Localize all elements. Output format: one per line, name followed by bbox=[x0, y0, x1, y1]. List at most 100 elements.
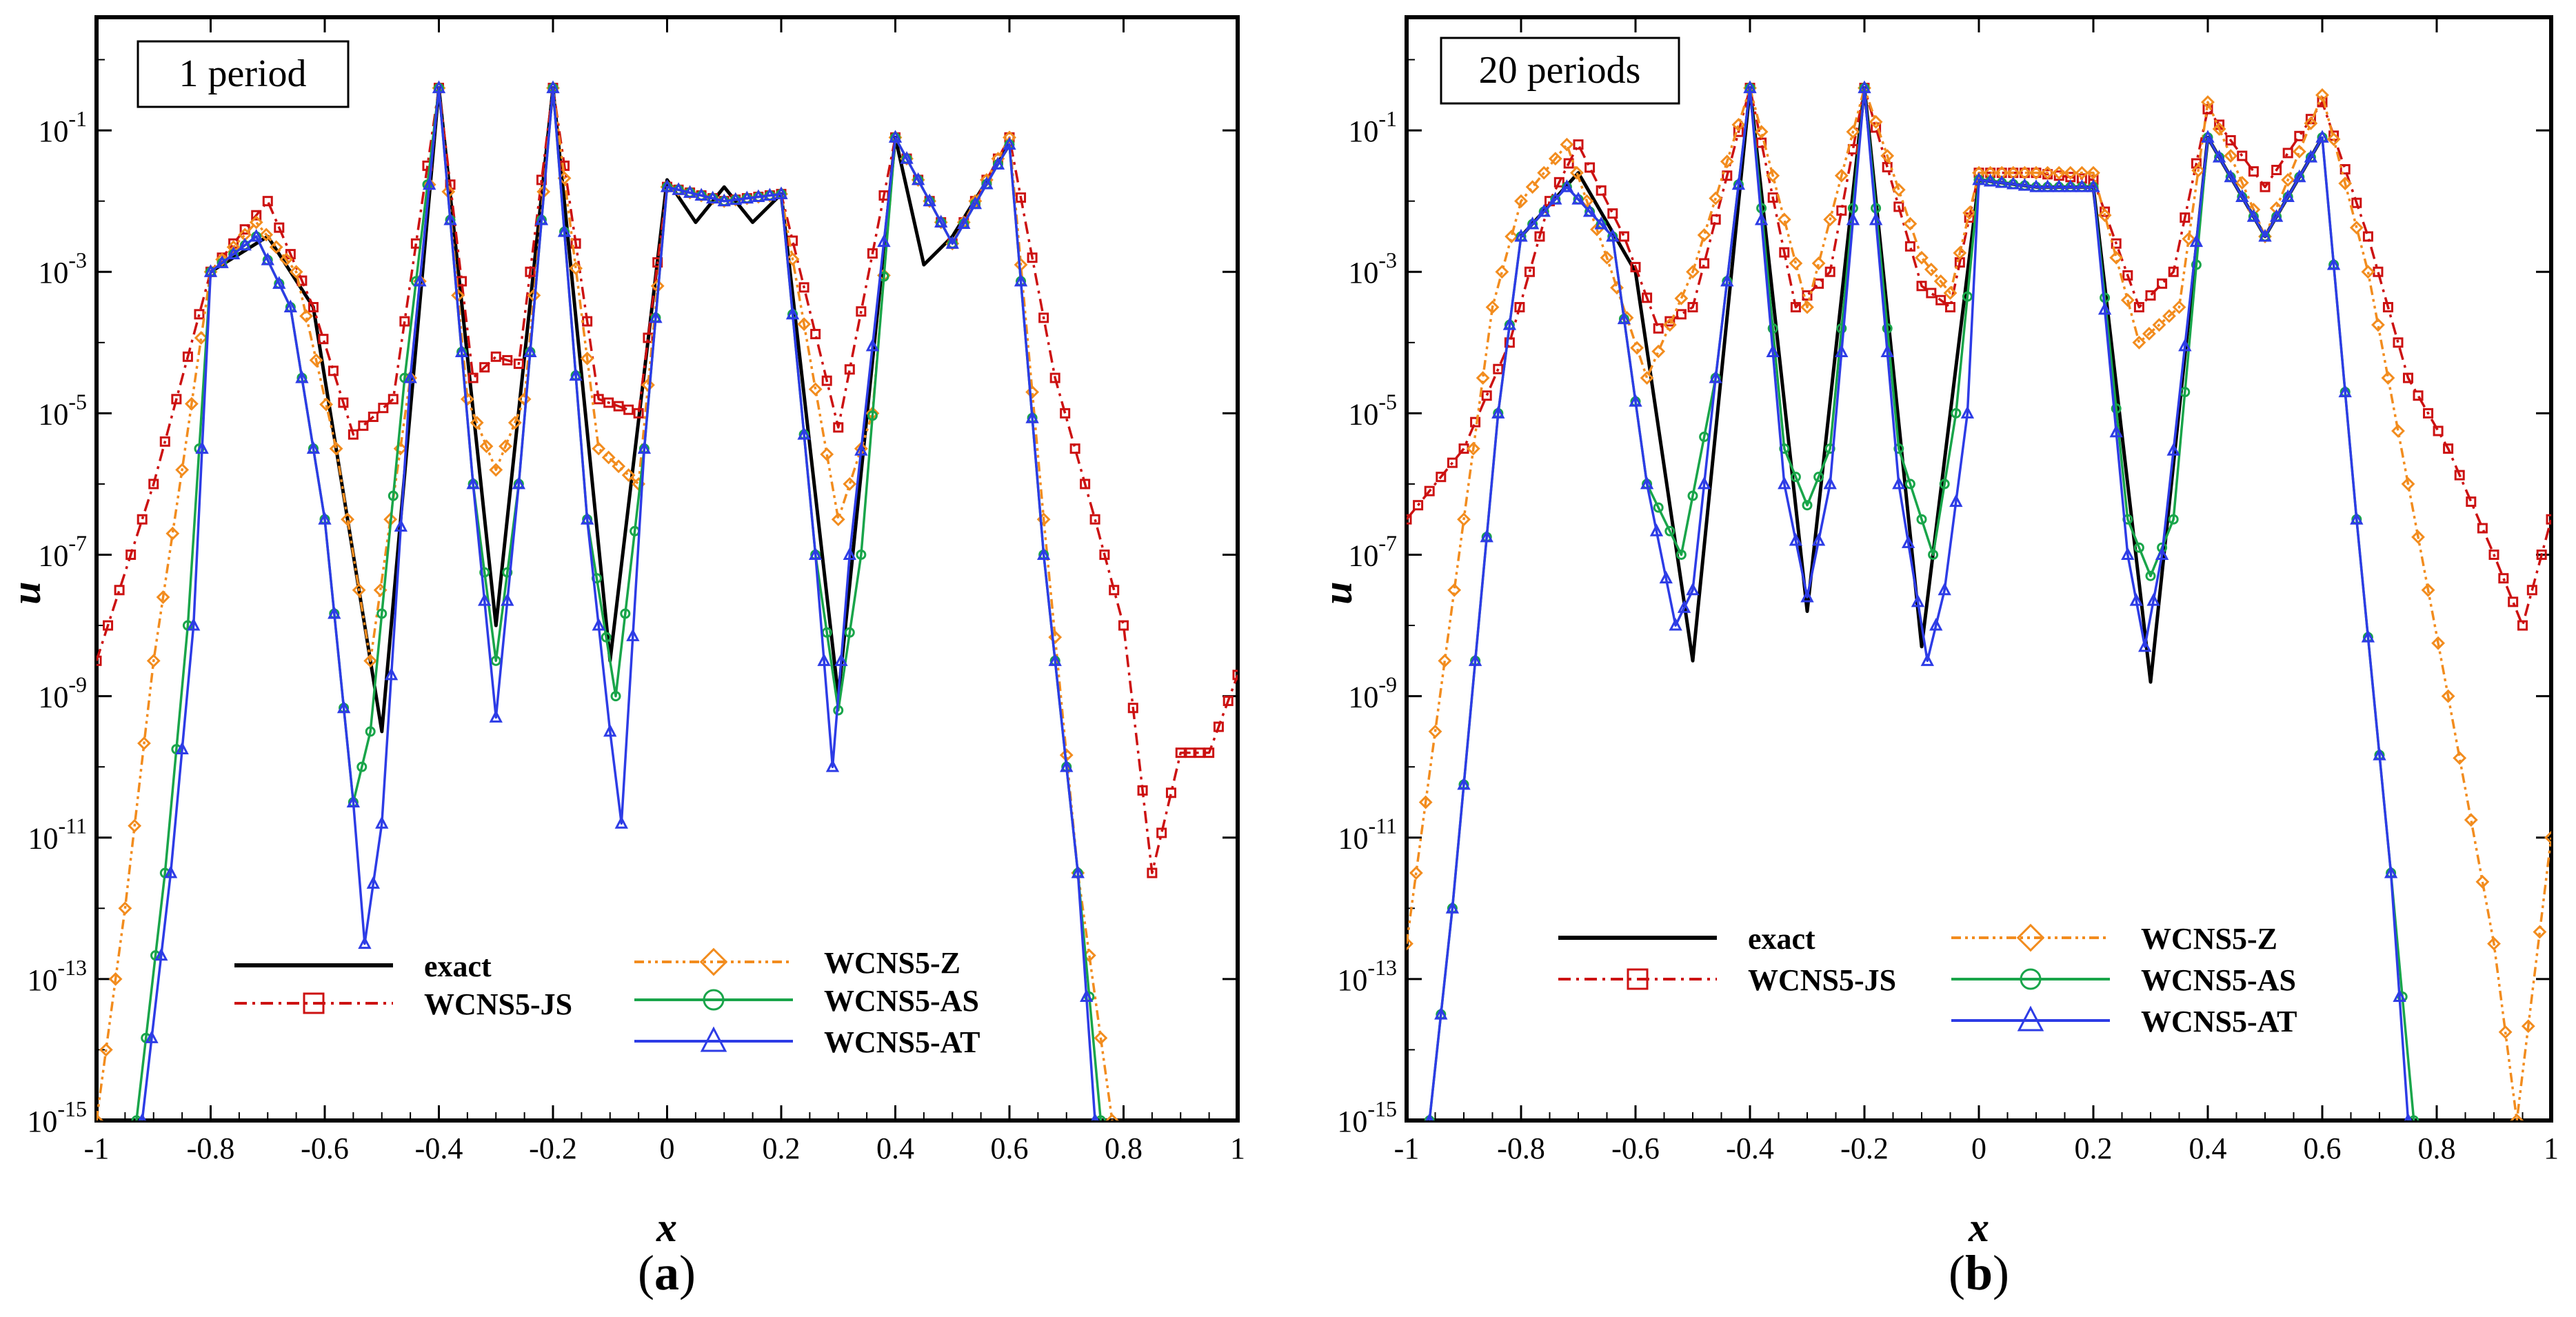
series-marker bbox=[1617, 311, 1631, 325]
series-marker bbox=[2097, 208, 2112, 223]
series-marker bbox=[1813, 472, 1824, 483]
legend-marker bbox=[2016, 923, 2045, 952]
series-marker bbox=[991, 157, 1005, 170]
series-marker bbox=[523, 344, 537, 357]
series-marker bbox=[125, 549, 137, 560]
series-marker bbox=[403, 370, 417, 383]
series-marker bbox=[2401, 477, 2415, 491]
series-marker bbox=[1480, 529, 1493, 543]
series-marker bbox=[118, 901, 132, 916]
series-marker bbox=[1916, 514, 1927, 525]
series-marker bbox=[1642, 292, 1653, 303]
series-marker bbox=[1802, 500, 1813, 511]
series-marker bbox=[250, 228, 263, 242]
series-marker bbox=[1731, 117, 1746, 132]
series-marker bbox=[1563, 158, 1574, 169]
series-marker bbox=[923, 193, 936, 207]
series-marker bbox=[785, 252, 800, 266]
series-marker bbox=[1584, 162, 1596, 173]
legend-marker bbox=[700, 1026, 727, 1052]
series-marker bbox=[649, 310, 663, 323]
series-marker bbox=[2075, 165, 2089, 180]
series-marker bbox=[1834, 168, 1849, 183]
series-marker bbox=[1213, 721, 1224, 732]
series-marker bbox=[137, 514, 148, 525]
series-marker bbox=[1137, 785, 1148, 796]
series-marker bbox=[945, 236, 959, 249]
series-marker bbox=[2546, 514, 2551, 525]
series-marker bbox=[502, 567, 513, 578]
series-marker bbox=[2248, 166, 2259, 177]
series-marker bbox=[865, 338, 880, 352]
series-marker bbox=[194, 309, 205, 320]
series-marker bbox=[131, 1115, 142, 1120]
series-marker bbox=[1418, 795, 1433, 810]
series-marker bbox=[623, 404, 634, 415]
series-marker bbox=[1185, 747, 1196, 758]
y-tick-label: 10-3 bbox=[1348, 248, 1397, 290]
series-marker bbox=[2157, 278, 2168, 289]
series-marker bbox=[2224, 169, 2237, 183]
series-marker bbox=[1424, 485, 1435, 496]
series-marker bbox=[660, 179, 674, 192]
series-marker bbox=[2338, 177, 2353, 190]
series-marker bbox=[375, 816, 389, 829]
series-marker bbox=[1720, 154, 1734, 169]
series-marker bbox=[2488, 549, 2499, 560]
series-marker bbox=[570, 238, 581, 249]
series-marker bbox=[1933, 274, 1948, 288]
legend-a: exact WCNS5-JS WCNS5-Z WCNS5-AS WCNS5-AT bbox=[234, 946, 980, 1059]
series-marker bbox=[672, 182, 685, 195]
legend-item: WCNS5-AS bbox=[1951, 963, 2296, 997]
series-marker bbox=[1553, 177, 1564, 188]
series-marker bbox=[2086, 165, 2100, 180]
series-marker bbox=[1436, 472, 1447, 483]
series-marker bbox=[2517, 620, 2528, 631]
series-marker bbox=[1960, 405, 1975, 419]
series-marker bbox=[1481, 390, 1492, 401]
series-marker bbox=[1789, 532, 1803, 546]
series-marker bbox=[1504, 337, 1515, 348]
panel-label-b: b bbox=[1965, 1245, 1993, 1300]
series-marker bbox=[2109, 250, 2124, 265]
series-marker bbox=[1409, 866, 1423, 880]
series-marker bbox=[2142, 327, 2156, 341]
x-tick-label: 1 bbox=[1230, 1132, 1245, 1165]
series-marker bbox=[154, 947, 168, 961]
series-marker bbox=[1893, 201, 1904, 212]
series-marker bbox=[1800, 300, 1814, 314]
series-marker bbox=[2246, 209, 2261, 222]
series-marker bbox=[844, 364, 855, 375]
series-marker bbox=[1514, 302, 1525, 313]
series-marker bbox=[2191, 259, 2202, 270]
series-marker bbox=[329, 441, 343, 456]
series-marker bbox=[2293, 169, 2306, 183]
series-marker bbox=[341, 512, 355, 527]
series-marker bbox=[423, 177, 436, 190]
series-marker bbox=[318, 334, 329, 345]
x-tick-label: -0.4 bbox=[415, 1132, 463, 1165]
series-marker bbox=[1904, 479, 1915, 490]
series-marker bbox=[1165, 787, 1176, 798]
series-marker bbox=[2006, 177, 2020, 190]
series-marker bbox=[633, 408, 644, 419]
series-marker bbox=[2040, 165, 2055, 180]
series-marker bbox=[203, 264, 218, 277]
series-marker bbox=[2393, 337, 2404, 348]
series-marker bbox=[1892, 476, 1906, 490]
series-marker bbox=[2260, 181, 2271, 192]
series-marker bbox=[363, 654, 378, 668]
series-marker bbox=[2040, 179, 2055, 192]
series-marker bbox=[1099, 549, 1110, 560]
series-marker bbox=[2269, 209, 2284, 222]
series-exact-b bbox=[1520, 86, 2324, 684]
series-marker bbox=[187, 618, 201, 631]
series-marker bbox=[1560, 137, 1574, 152]
series-marker bbox=[1003, 137, 1016, 150]
series-marker bbox=[175, 741, 189, 755]
series-marker bbox=[274, 222, 285, 233]
series-marker bbox=[2189, 234, 2204, 248]
series-marker bbox=[2111, 403, 2122, 414]
series-marker bbox=[2361, 630, 2375, 643]
x-tick-label: -0.6 bbox=[301, 1132, 349, 1165]
